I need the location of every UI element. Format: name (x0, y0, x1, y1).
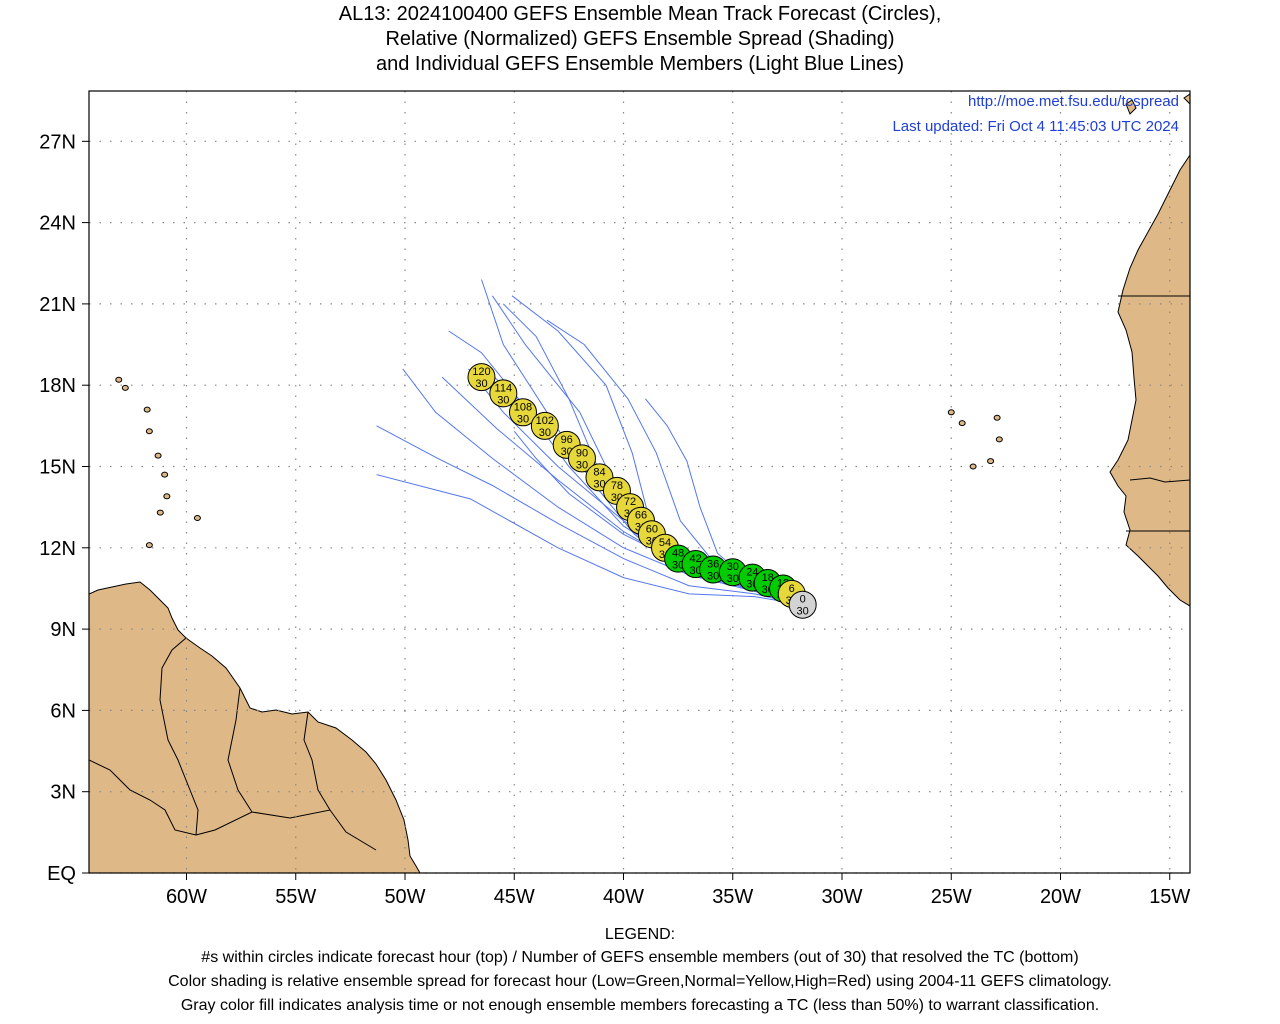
x-tick-label: 50W (384, 886, 425, 908)
y-tick-label: 21N (39, 294, 76, 316)
forecast-hour-label: 96 (561, 434, 573, 446)
track-point-circle (530, 411, 559, 440)
africa-borders (1118, 295, 1190, 532)
forecast-hour-label: 66 (635, 510, 647, 522)
x-tick-label: 55W (275, 886, 316, 908)
x-tick-label: 15W (1149, 886, 1190, 908)
forecast-hour-label: 48 (672, 548, 684, 560)
x-tick-label: 20W (1040, 886, 1081, 908)
y-tick-label: 27N (39, 131, 76, 153)
x-tick-label: 25W (931, 886, 972, 908)
forecast-hour-label: 30 (727, 561, 739, 573)
forecast-hour-label: 102 (536, 415, 554, 427)
island (115, 376, 123, 383)
member-count-label: 30 (707, 570, 719, 582)
member-count-label: 30 (475, 378, 487, 390)
island (995, 436, 1003, 443)
island (156, 509, 164, 516)
member-count-label: 30 (576, 459, 588, 471)
island (163, 493, 171, 500)
track-point-circle (567, 444, 596, 473)
forecast-hour-label: 0 (800, 594, 806, 606)
y-tick-label: EQ (47, 863, 76, 885)
source-url-link[interactable]: http://moe.met.fsu.edu/tcspread (968, 93, 1179, 110)
forecast-hour-label: 54 (659, 537, 671, 549)
africa-land (1109, 154, 1190, 607)
map-title-line-2: Relative (Normalized) GEFS Ensemble Spre… (385, 28, 895, 50)
forecast-hour-label: 6 (789, 583, 795, 595)
island (987, 458, 995, 465)
forecast-hour-label: 84 (593, 466, 605, 478)
forecast-hour-label: 108 (514, 401, 532, 413)
x-tick-label: 35W (712, 886, 753, 908)
member-track-line (376, 474, 803, 606)
track-point-circle (467, 363, 496, 392)
y-tick-label: 6N (50, 700, 76, 722)
forecast-hour-label: 90 (576, 447, 588, 459)
canary-islands (1125, 93, 1190, 115)
ensemble-mean-track: 1203011430108301023096309030843078307230… (467, 363, 817, 619)
member-count-label: 30 (517, 413, 529, 425)
y-tick-label: 9N (50, 619, 76, 641)
forecast-hour-label: 18 (762, 572, 774, 584)
island (145, 428, 153, 435)
x-tick-label: 30W (821, 886, 862, 908)
last-updated-text: Last updated: Fri Oct 4 11:45:03 UTC 202… (892, 118, 1179, 135)
y-tick-label: 12N (39, 538, 76, 560)
island (161, 471, 169, 478)
island (993, 414, 1001, 421)
forecast-hour-label: 42 (689, 553, 701, 565)
member-track-line (448, 330, 803, 606)
y-tick-label: 24N (39, 213, 76, 235)
member-count-label: 30 (593, 478, 605, 490)
y-tick-label: 18N (39, 375, 76, 397)
island (154, 452, 162, 459)
island (193, 514, 201, 521)
track-point-circle (508, 398, 537, 427)
x-tick-label: 60W (166, 886, 207, 908)
island (121, 384, 129, 391)
forecast-hour-label: 36 (707, 558, 719, 570)
forecast-hour-label: 60 (646, 523, 658, 535)
x-tick-label: 45W (494, 886, 535, 908)
forecast-hour-label: 72 (624, 496, 636, 508)
forecast-hour-label: 120 (472, 366, 490, 378)
islands (115, 376, 1003, 549)
member-count-label: 30 (689, 565, 701, 577)
forecast-hour-label: 24 (746, 567, 758, 579)
y-tick-label: 15N (39, 457, 76, 479)
island (958, 420, 966, 427)
country-borders (89, 637, 377, 851)
member-count-label: 30 (497, 394, 509, 406)
x-tick-label: 40W (603, 886, 644, 908)
map-axes: 60W 55W 50W 45W 40W 35W 30W 25W 20W 15W EQ 3N 6N 9N 12… (39, 131, 1190, 908)
y-tick-label: 3N (50, 782, 76, 804)
member-track-line (376, 425, 803, 606)
island (143, 406, 151, 413)
lat-lon-grid (89, 91, 1190, 874)
map-title-line-3: and Individual GEFS Ensemble Members (Li… (375, 53, 905, 75)
member-count-label: 30 (672, 560, 684, 572)
member-count-label: 30 (539, 427, 551, 439)
member-count-label: 30 (797, 606, 809, 618)
legend-line-3: Gray color fill indicates analysis time … (180, 997, 1100, 1014)
island (969, 463, 977, 470)
track-point-circle (788, 590, 817, 619)
south-america-land (89, 581, 421, 873)
map-title-line-1: AL13: 2024100400 GEFS Ensemble Mean Trac… (338, 3, 942, 25)
forecast-hour-label: 78 (611, 480, 623, 492)
legend-line-1: #s within circles indicate forecast hour… (201, 949, 1079, 966)
island (145, 542, 153, 549)
member-count-label: 30 (727, 573, 739, 585)
ensemble-member-tracks (376, 279, 803, 606)
legend-heading: LEGEND: (604, 926, 676, 943)
track-point-circle (489, 379, 518, 408)
legend-line-2: Color shading is relative ensemble sprea… (168, 973, 1112, 990)
island (947, 409, 955, 416)
forecast-hour-label: 114 (495, 382, 513, 394)
map-frame (88, 90, 1191, 874)
